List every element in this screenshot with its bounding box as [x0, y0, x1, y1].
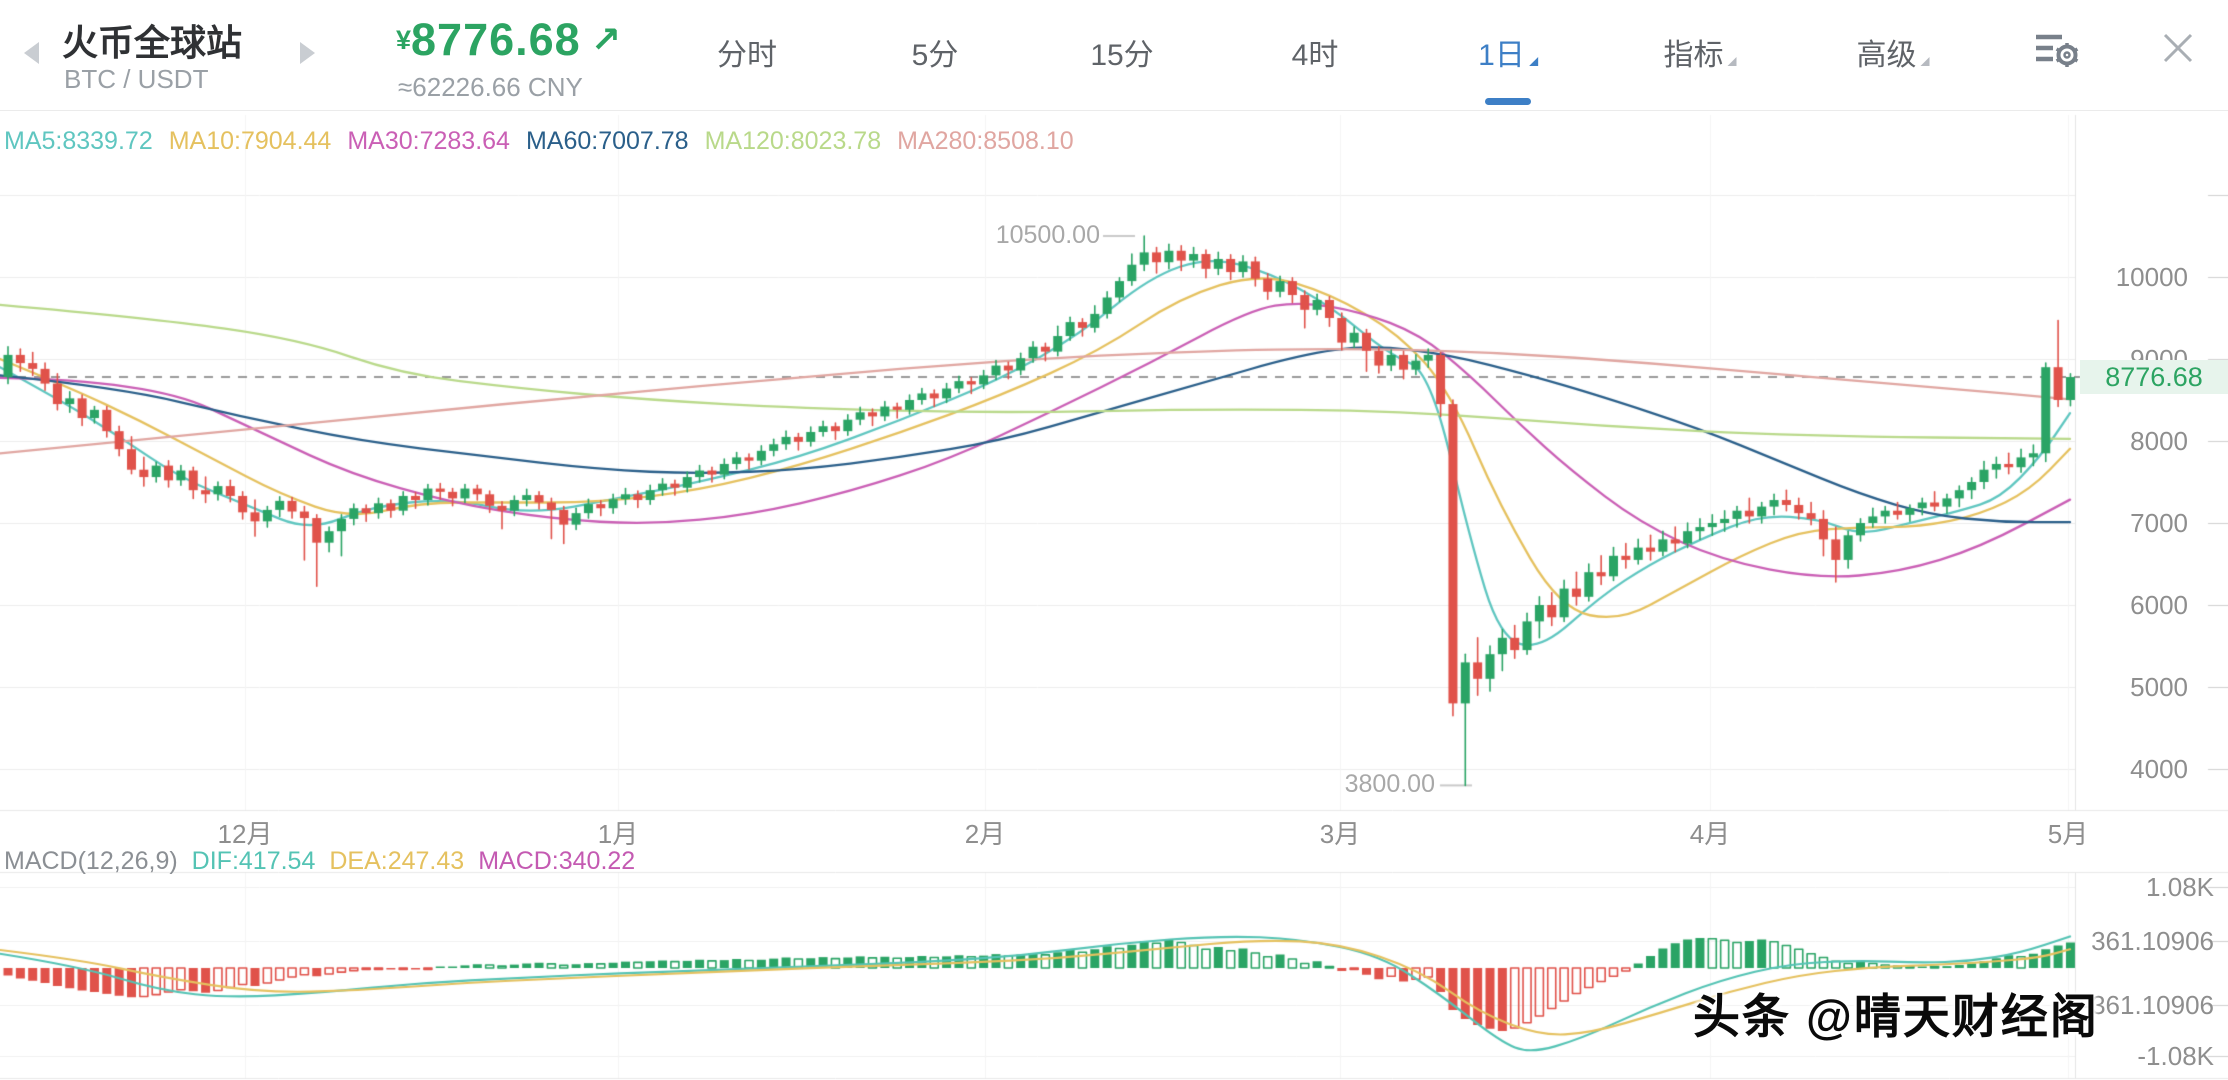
tab-label: 分时	[717, 39, 777, 72]
macd-tick-label: 1.08K	[2146, 872, 2214, 902]
last-price: ¥8776.68 ↗	[396, 14, 621, 66]
chart-header: 火币全球站 BTC / USDT ¥8776.68 ↗ ≈62226.66 CNY…	[0, 0, 2228, 111]
tab-label: 指标	[1663, 39, 1724, 72]
high-annotation: 10500.00	[995, 221, 1100, 249]
price-tick-label: 5000	[2130, 672, 2188, 702]
macd_legend-item: MACD(12,26,9)	[4, 847, 178, 875]
macd-legend: MACD(12,26,9) DIF:417.54 DEA:247.43 MACD:34…	[4, 847, 649, 876]
price-value: 8776.68	[411, 14, 581, 65]
macd-tick-label: 361.10906	[2091, 926, 2214, 956]
tab-label: 5分	[911, 39, 959, 72]
tab-1日[interactable]: 1日	[1478, 30, 1538, 74]
tab-分时[interactable]: 分时	[717, 30, 777, 74]
month-tick-label: 2月	[964, 819, 1006, 849]
trend-up-icon: ↗	[590, 19, 621, 60]
macd_legend-item: DEA:247.43	[329, 847, 465, 875]
chevron-left-icon[interactable]	[24, 42, 39, 64]
tab-4时[interactable]: 4时	[1292, 30, 1339, 74]
price-tick-label: 10000	[2115, 262, 2188, 292]
tab-5分[interactable]: 5分	[912, 30, 959, 74]
tab-label: 4时	[1291, 39, 1339, 72]
macd_legend-item: DIF:417.54	[191, 847, 316, 875]
tab-指标[interactable]: 指标	[1664, 30, 1737, 74]
month-tick-label: 5月	[2047, 819, 2089, 849]
price-tick-label: 8000	[2130, 426, 2188, 456]
dropdown-caret-icon	[1528, 57, 1538, 66]
price-tick-label: 7000	[2130, 508, 2188, 538]
watermark: 头条 @晴天财经阁	[1693, 990, 2099, 1043]
month-tick-label: 3月	[1319, 819, 1361, 849]
tab-label: 1日	[1478, 39, 1525, 72]
dropdown-caret-icon	[1920, 57, 1930, 66]
month-tick-label: 12月	[217, 819, 273, 849]
dropdown-caret-icon	[1727, 57, 1737, 66]
tab-label: 15分	[1090, 39, 1154, 72]
month-tick-label: 1月	[597, 819, 639, 849]
chevron-right-icon[interactable]	[300, 42, 315, 64]
exchange-title: 火币全球站	[62, 22, 243, 63]
ma-legend: MA5:8339.72 MA10:7904.44 MA30:7283.64 MA60:…	[4, 127, 1090, 156]
price-cny-approx: ≈62226.66 CNY	[398, 72, 583, 102]
macd-tick-label: -1.08K	[2137, 1041, 2214, 1071]
ma_legend-item: MA10:7904.44	[168, 127, 332, 155]
ma_legend-item: MA30:7283.64	[347, 127, 510, 155]
ma_legend-item: MA120:8023.78	[704, 127, 882, 155]
trading-pair: BTC / USDT	[64, 64, 209, 94]
ma_legend-item: MA5:8339.72	[4, 127, 153, 155]
tab-高级[interactable]: 高级	[1857, 30, 1930, 74]
indicator-settings-icon[interactable]	[2032, 28, 2084, 74]
tab-label: 高级	[1856, 39, 1917, 72]
close-icon[interactable]	[2158, 28, 2198, 68]
price-tick-label: 4000	[2130, 754, 2188, 784]
current-price-badge: 8776.68	[2080, 360, 2228, 394]
currency-symbol: ¥	[396, 25, 412, 55]
ma_legend-item: MA280:8508.10	[897, 127, 1074, 155]
low-annotation: 3800.00	[1344, 770, 1435, 799]
month-tick-label: 4月	[1689, 819, 1731, 849]
macd-tick-label: -361.10906	[2082, 990, 2214, 1020]
price-tick-label: 6000	[2130, 590, 2188, 620]
tab-15分[interactable]: 15分	[1090, 30, 1153, 74]
active-tab-underline	[1485, 98, 1531, 105]
ma_legend-item: MA60:7007.78	[525, 127, 689, 155]
macd_legend-item: MACD:340.22	[478, 847, 636, 875]
